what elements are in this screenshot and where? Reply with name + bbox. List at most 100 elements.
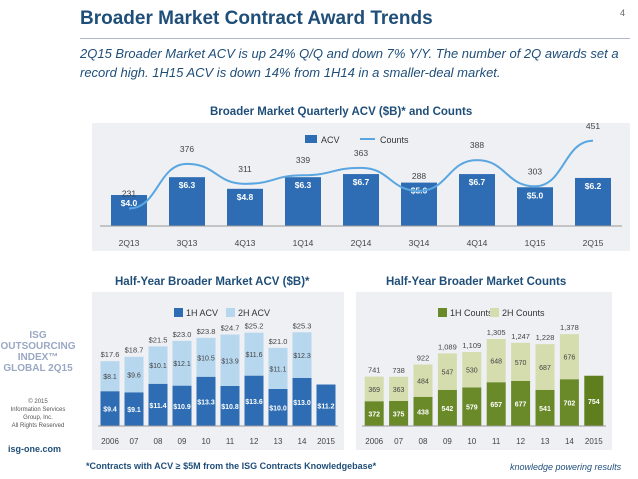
x-tick-label: 14 bbox=[565, 437, 574, 446]
counts-point-label: 288 bbox=[412, 171, 426, 181]
acv-2h-bar bbox=[220, 334, 240, 386]
count-total-label: 1,305 bbox=[487, 328, 506, 337]
acv-2h-label: $11.6 bbox=[246, 352, 263, 359]
counts-line bbox=[128, 139, 594, 210]
count-total-label: 1,228 bbox=[536, 333, 555, 342]
x-tick-label: 08 bbox=[154, 437, 163, 446]
acv-2h-label: $9.6 bbox=[127, 373, 141, 380]
x-tick-label: 2Q14 bbox=[351, 238, 372, 248]
legend-acv-swatch bbox=[305, 135, 317, 143]
acv-1h-label: $11.4 bbox=[149, 403, 166, 410]
x-tick-label: 2Q15 bbox=[583, 238, 604, 248]
acv-2h-label: $12.3 bbox=[293, 353, 311, 360]
chart-panel-quarterly: ACV Counts $4.0 2Q13 231 $6.3 3Q13 376 $4.8 4Q13 3… bbox=[92, 121, 630, 251]
count-1h-label: 541 bbox=[539, 406, 551, 413]
count-1h-bar bbox=[389, 401, 409, 426]
copyright: © 2015 Information Services Group, Inc. … bbox=[10, 399, 66, 429]
count-2h-bar bbox=[437, 353, 457, 390]
x-tick-label: 13 bbox=[274, 437, 283, 446]
count-total-label: 1,109 bbox=[462, 341, 481, 350]
x-tick-label: 4Q13 bbox=[235, 238, 256, 248]
count-1h-label: 579 bbox=[466, 405, 478, 412]
acv-2h-label: $10.5 bbox=[197, 355, 215, 362]
acv-2h-label: $10.1 bbox=[149, 363, 167, 370]
acv-total-label: $21.5 bbox=[149, 335, 168, 344]
acv-2h-bar bbox=[100, 361, 120, 392]
chart-title-halfyear-acv: Half-Year Broader Market ACV ($B)* bbox=[115, 276, 310, 288]
count-1h-bar bbox=[462, 387, 482, 426]
acv-1h-label: $10.8 bbox=[221, 404, 239, 411]
x-tick-label: 2015 bbox=[317, 437, 335, 446]
count-1h-bar bbox=[584, 375, 604, 426]
sidebar: ISG OUTSOURCING INDEX™ GLOBAL 2Q15 © 201… bbox=[0, 0, 76, 479]
acv-bar-label: $6.7 bbox=[353, 177, 370, 187]
acv-1h-bar bbox=[268, 388, 288, 426]
legend-2h-swatch bbox=[490, 308, 499, 317]
count-2h-bar bbox=[389, 376, 409, 401]
acv-bar-label: $6.3 bbox=[179, 180, 196, 190]
x-tick-label: 10 bbox=[202, 437, 211, 446]
page-title: Broader Market Contract Award Trends bbox=[80, 8, 433, 29]
count-total-label: 922 bbox=[417, 354, 430, 363]
acv-bar-label: $6.2 bbox=[585, 181, 602, 191]
x-tick-label: 14 bbox=[298, 437, 307, 446]
acv-1h-label: $10.0 bbox=[269, 405, 287, 412]
x-tick-label: 2006 bbox=[101, 437, 119, 446]
x-tick-label: 10 bbox=[467, 437, 476, 446]
x-tick-label: 09 bbox=[443, 437, 452, 446]
page-subtitle: 2Q15 Broader Market ACV is up 24% Q/Q an… bbox=[80, 46, 619, 80]
count-1h-label: 372 bbox=[368, 412, 380, 419]
count-1h-label: 542 bbox=[442, 406, 454, 413]
acv-2h-label: $13.9 bbox=[221, 358, 239, 365]
count-2h-label: 570 bbox=[515, 360, 527, 367]
counts-point-label: 363 bbox=[354, 148, 368, 158]
count-2h-label: 484 bbox=[417, 379, 429, 386]
acv-1h-label: $13.6 bbox=[245, 399, 263, 406]
acv-1h-bar bbox=[292, 377, 312, 426]
x-tick-label: 1Q14 bbox=[293, 238, 314, 248]
count-1h-bar bbox=[413, 396, 433, 426]
acv-bar-label: $6.7 bbox=[469, 177, 486, 187]
count-1h-label: 375 bbox=[393, 412, 405, 419]
count-1h-label: 438 bbox=[417, 409, 429, 416]
legend-counts-label: Counts bbox=[380, 135, 409, 145]
count-1h-label: 677 bbox=[515, 401, 527, 408]
acv-total-label: $23.0 bbox=[173, 330, 192, 339]
x-tick-label: 3Q14 bbox=[409, 238, 430, 248]
acv-total-label: $25.3 bbox=[293, 321, 312, 330]
halfyear-counts-chart: 1H Counts 2H Counts 372 369 741 2006 375 363 738… bbox=[362, 308, 606, 446]
count-2h-bar bbox=[559, 334, 579, 380]
x-tick-label: 2015 bbox=[585, 437, 603, 446]
acv-bar bbox=[459, 174, 495, 226]
acv-1h-bar bbox=[124, 392, 144, 426]
acv-1h-bar bbox=[196, 376, 216, 426]
count-2h-bar bbox=[462, 352, 482, 388]
acv-1h-label: $13.0 bbox=[293, 400, 311, 407]
count-1h-bar bbox=[364, 401, 384, 426]
count-1h-bar bbox=[559, 379, 579, 426]
acv-total-label: $25.2 bbox=[245, 322, 264, 331]
x-tick-label: 11 bbox=[492, 437, 501, 446]
chart-title-halfyear-counts: Half-Year Broader Market Counts bbox=[386, 276, 567, 288]
acv-bar bbox=[575, 177, 611, 226]
index-logo: ISG OUTSOURCING INDEX™ GLOBAL 2Q15 bbox=[0, 330, 76, 374]
count-total-label: 1,378 bbox=[560, 323, 579, 332]
counts-point-label: 231 bbox=[122, 188, 136, 198]
count-2h-label: 676 bbox=[564, 355, 576, 362]
website-link[interactable]: isg-one.com bbox=[8, 444, 62, 454]
acv-bar bbox=[343, 174, 379, 226]
acv-2h-bar bbox=[292, 332, 312, 378]
acv-2h-label: $8.1 bbox=[103, 374, 117, 381]
x-tick-label: 13 bbox=[541, 437, 550, 446]
count-2h-label: 547 bbox=[442, 370, 454, 377]
count-2h-bar bbox=[511, 342, 531, 381]
counts-point-label: 311 bbox=[238, 164, 252, 174]
acv-bar-label: $6.3 bbox=[295, 180, 312, 190]
legend-1h-label: 1H Counts bbox=[450, 308, 493, 318]
acv-1h-label: $10.9 bbox=[173, 404, 191, 411]
acv-bar bbox=[111, 195, 147, 226]
acv-1h-label: $9.4 bbox=[103, 407, 117, 414]
acv-bar-label: $5.0 bbox=[527, 190, 544, 200]
acv-total-label: $21.0 bbox=[269, 337, 288, 346]
chart-title-quarterly: Broader Market Quarterly ACV ($B)* and C… bbox=[210, 106, 473, 118]
